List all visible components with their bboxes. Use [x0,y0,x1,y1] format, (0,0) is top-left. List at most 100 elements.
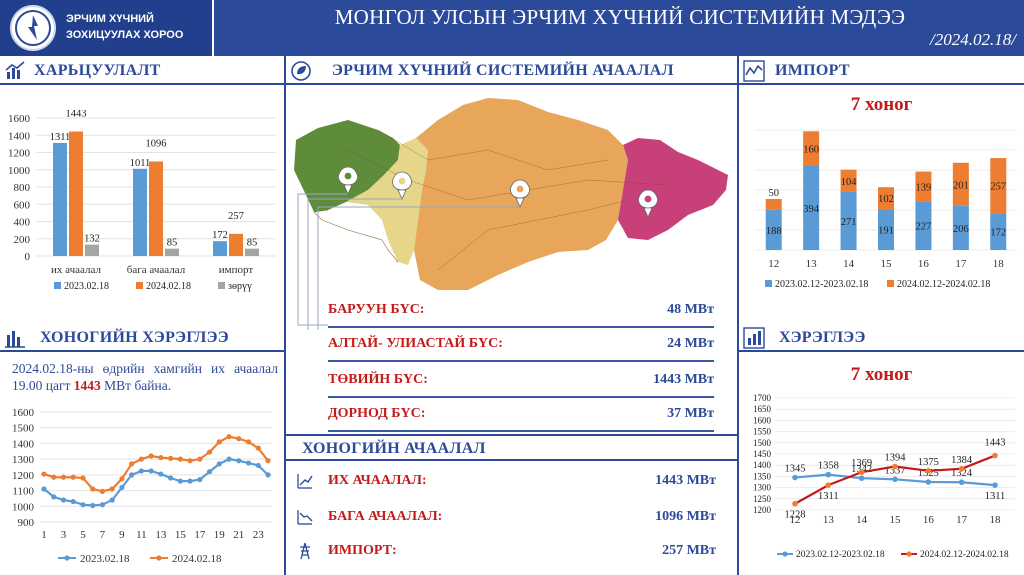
x-tick-label: 21 [233,529,244,541]
data-point [187,458,193,464]
bar-segment [990,158,1007,214]
x-tick-label: 9 [119,529,125,541]
data-label: 188 [766,226,782,237]
y-tick-label: 1200 [12,470,35,482]
data-point [958,479,965,486]
data-point [70,498,76,505]
load-name: БАГА АЧААЛАЛ: [328,509,443,524]
data-point [70,474,76,480]
daily-load-panel-header: ХОНОГИЙН АЧААЛАЛ [286,434,737,461]
y-tick-label: 1450 [753,449,772,459]
bar [53,142,67,256]
data-label: 139 [916,182,932,193]
data-label: 1394 [885,453,907,464]
bar [229,233,243,256]
legend-label: 2023.02.18 [80,553,130,565]
data-point [792,500,798,507]
y-tick-label: 1000 [12,501,35,513]
data-label: 1358 [818,461,839,472]
data-point [99,488,106,494]
region-name: АЛТАЙ- УЛИАСТАЙ БҮС: [328,336,503,351]
legend-swatch [887,280,894,287]
bar-segment [840,191,857,250]
data-point [41,486,47,492]
data-label: 1324 [951,468,973,479]
bar [85,244,99,256]
y-tick-label: 1500 [753,438,772,448]
data-point [265,458,271,464]
series-line [43,435,269,493]
bar [213,241,227,256]
data-point [245,439,252,445]
x-tick-label: 18 [993,258,1005,270]
comparison-panel-header: ХАРЬЦУУЛАЛТ [0,58,284,85]
bar [245,248,259,256]
column-chart-icon [5,331,25,348]
comparison-bar-chart: 0 200 400 600 800 1000 1200 1400 1600 1311 1443 132… [8,110,276,292]
legend-marker [64,555,70,561]
load-value: 1443 МВт [655,473,716,488]
data-point [255,445,261,451]
map-pin-east [638,189,658,218]
daily-consumption-panel-header: ХОНОГИЙН ХЭРЭГЛЭЭ [0,325,284,352]
data-label: 172 [212,230,228,241]
data-point [197,456,203,462]
bar [69,131,83,256]
consumption-week-label: 7 хоног [850,364,913,385]
data-point [90,486,96,492]
data-label: 1443 [985,438,1006,449]
data-label: 201 [953,180,969,191]
data-label: 50 [768,188,779,199]
load-name: ИХ АЧААЛАЛ: [328,473,427,488]
data-point [206,449,213,455]
data-label: 1011 [130,158,151,169]
x-tick-label: бага ачаалал [127,264,186,276]
data-point [892,476,898,483]
data-point [138,468,144,474]
y-tick-label: 1600 [8,113,31,125]
legend-swatch [765,280,772,287]
region-name: БАРУУН БҮС: [328,302,425,317]
data-point [119,476,125,482]
peak-note-unit: МВт байна. [100,378,172,393]
x-tick-label: 1 [41,529,47,541]
y-tick-label: 1500 [12,423,35,435]
header-bar: ЭРЧИМ ХҮЧНИЙ ЗОХИЦУУЛАХ ХОРОО МОНГОЛ УЛС… [0,0,1024,56]
data-point [60,474,67,480]
legend-label: 2023.02.18 [64,281,109,292]
import-panel-header: ИМПОРТ [739,58,1024,85]
bar-segment [952,162,969,206]
data-point [119,484,125,491]
trend-down-icon [297,510,313,525]
data-label: 85 [167,238,178,249]
data-label: 1311 [985,491,1006,502]
system-load-panel-header: ЭРЧИМ ХҮЧНИЙ СИСТЕМИЙН АЧААЛАЛ [286,58,737,85]
legend-label: 2024.02.18 [146,281,191,292]
y-tick-label: 1300 [12,454,35,466]
data-label: 1228 [785,510,806,521]
report-date: /2024.02.18/ [930,30,1016,49]
x-tick-label: 12 [790,514,801,526]
x-tick-label: 7 [100,529,106,541]
x-tick-label: 19 [214,529,226,541]
region-name: ТӨВИЙН БҮС: [328,372,428,387]
y-tick-label: 1350 [753,471,772,481]
data-point [255,462,261,469]
data-point [168,455,174,461]
x-tick-label: 17 [955,258,967,270]
y-tick-label: 1200 [8,148,31,160]
data-point [138,456,144,462]
legend-label: 2023.02.12-2023.02.18 [775,279,868,290]
x-tick-label: 11 [136,529,147,541]
data-label: 271 [841,217,857,228]
data-point [168,475,174,481]
data-point [99,502,106,508]
x-tick-label: 13 [806,258,818,270]
y-tick-label: 200 [14,234,31,246]
data-point [825,482,832,488]
data-label: 102 [878,194,894,205]
logo-emblem-icon [15,10,51,46]
data-point [129,461,135,467]
